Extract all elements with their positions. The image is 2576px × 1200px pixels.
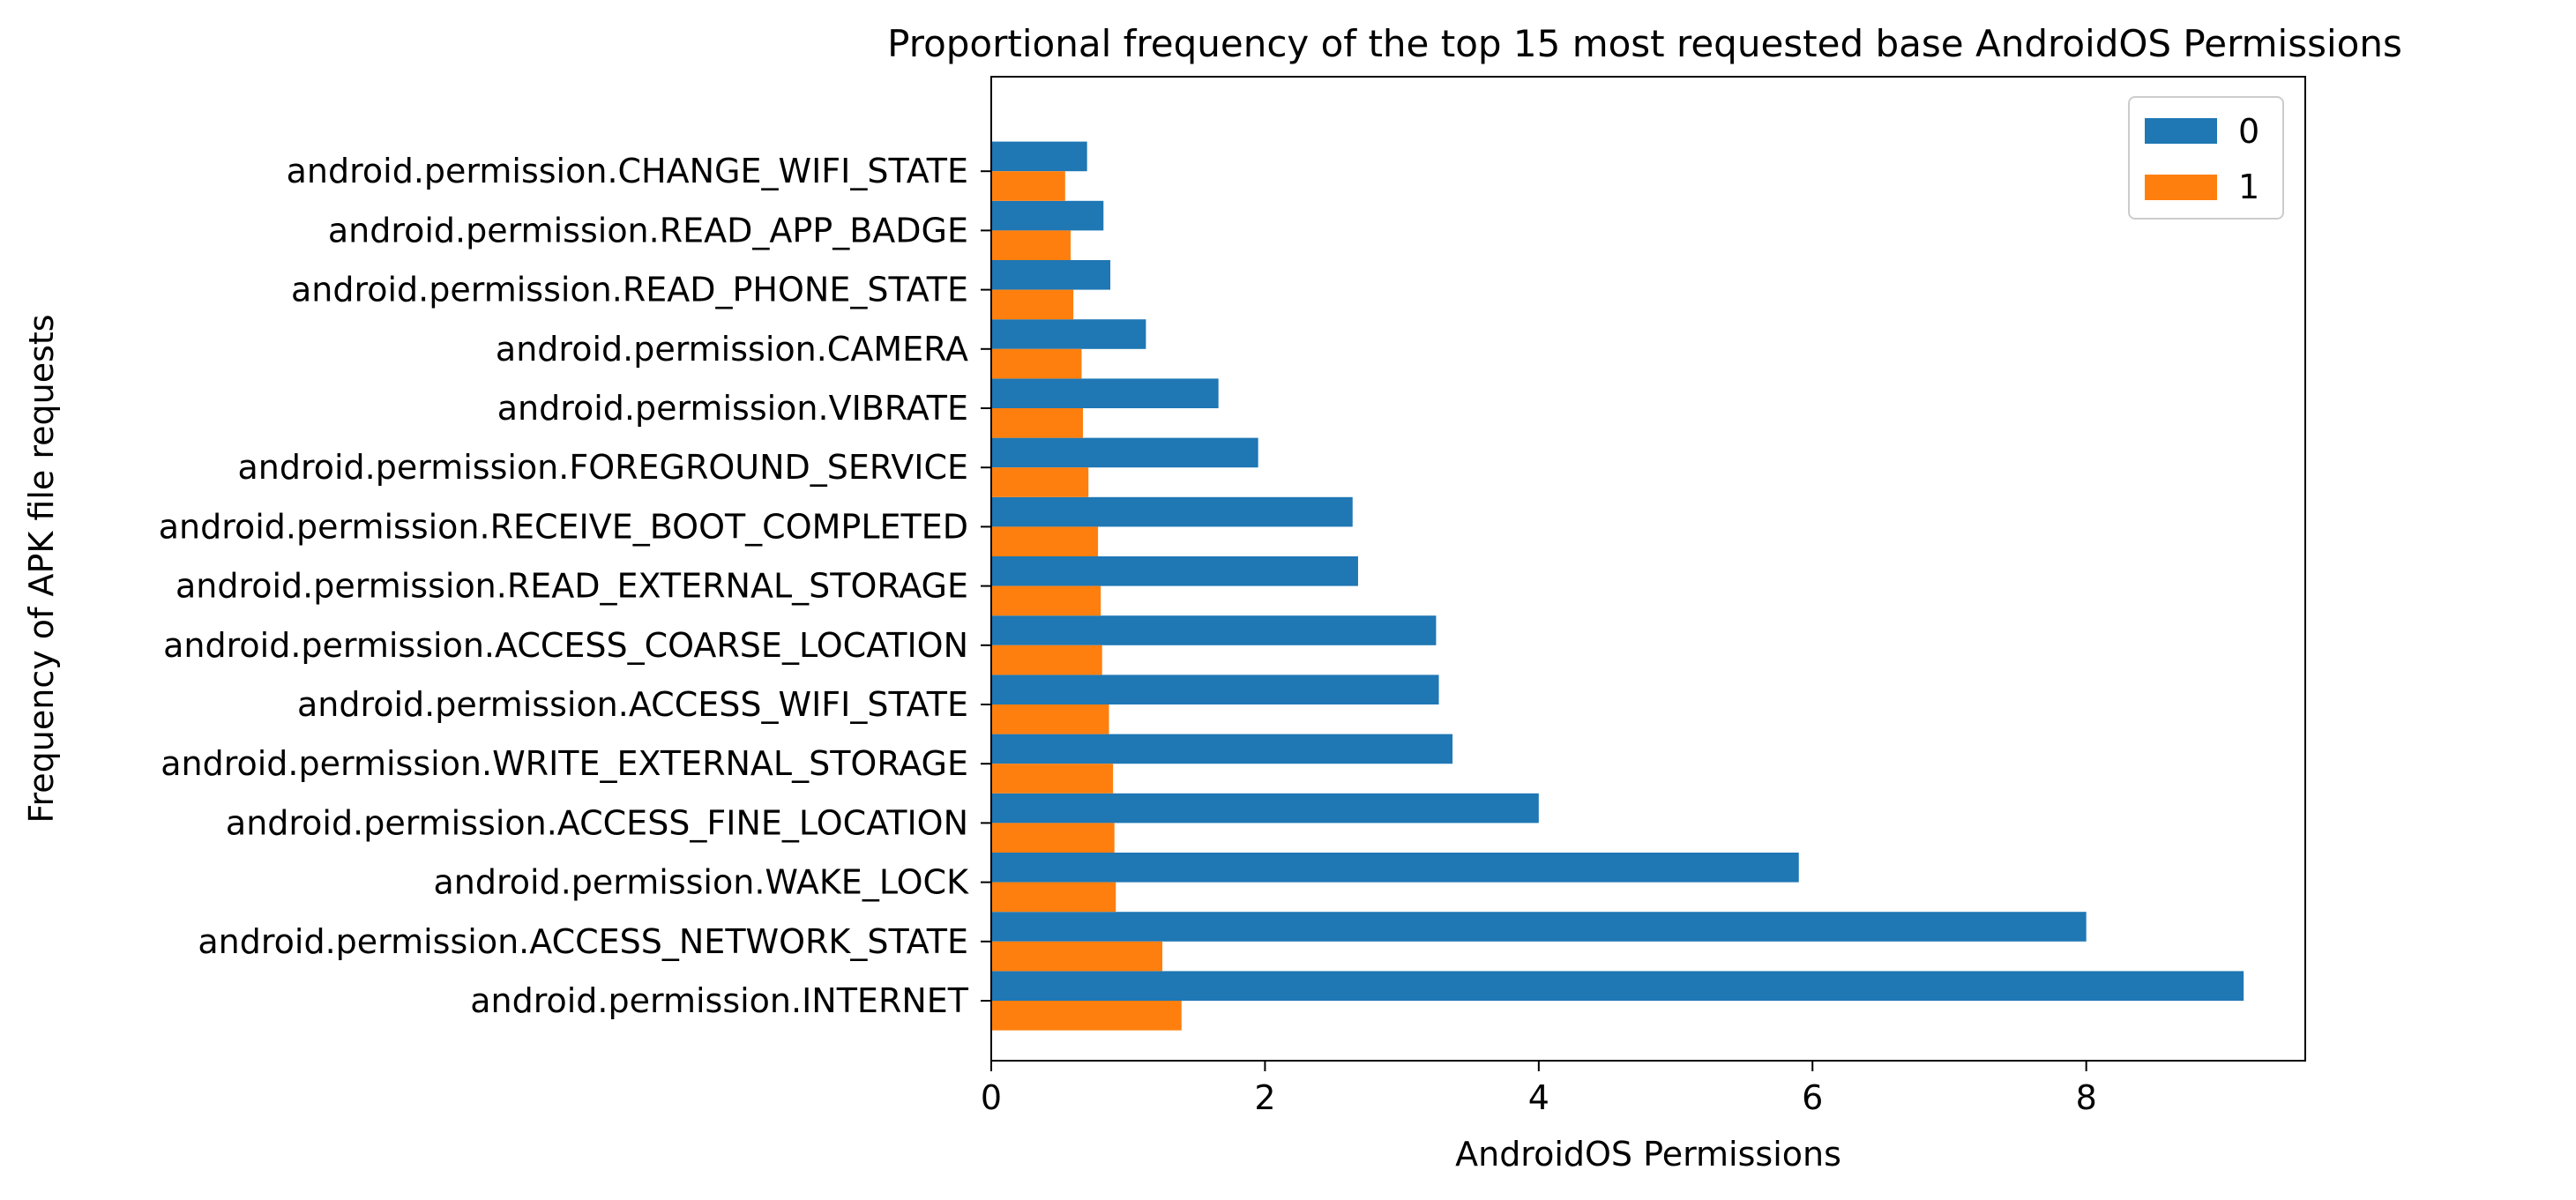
y-tick-label: android.permission.CHANGE_WIFI_STATE bbox=[287, 152, 968, 190]
bar-series-0-7 bbox=[991, 556, 1358, 586]
y-tick-label: android.permission.VIBRATE bbox=[497, 389, 968, 428]
bar-series-0-5 bbox=[991, 675, 1439, 704]
y-axis: android.permission.INTERNET android.permi… bbox=[159, 152, 991, 1020]
legend-swatch-series-0 bbox=[2145, 118, 2217, 144]
y-tick-label: android.permission.READ_APP_BADGE bbox=[328, 211, 968, 250]
x-tick-label: 4 bbox=[1528, 1078, 1549, 1117]
y-tick-label: android.permission.INTERNET bbox=[470, 981, 969, 1020]
x-tick-label: 6 bbox=[1802, 1078, 1823, 1117]
x-axis-title: AndroidOS Permissions bbox=[1455, 1135, 1841, 1174]
x-tick-label: 8 bbox=[2076, 1078, 2097, 1117]
bar-series-0-10 bbox=[991, 378, 1219, 408]
bar-series-1-9 bbox=[991, 467, 1089, 497]
bar-series-0-0 bbox=[991, 971, 2244, 1001]
bar-series-0-2 bbox=[991, 853, 1799, 883]
y-tick-label: android.permission.READ_EXTERNAL_STORAGE bbox=[175, 567, 968, 606]
bar-series-1-3 bbox=[991, 823, 1115, 853]
bar-series-0-8 bbox=[991, 496, 1353, 527]
y-tick-label: android.permission.ACCESS_FINE_LOCATION bbox=[226, 803, 968, 842]
legend-label-series-1: 1 bbox=[2238, 168, 2259, 206]
bar-series-1-5 bbox=[991, 704, 1109, 734]
y-tick-label: android.permission.RECEIVE_BOOT_COMPLETE… bbox=[159, 507, 968, 546]
bar-series-0-12 bbox=[991, 260, 1111, 290]
legend-frame bbox=[2128, 96, 2284, 220]
y-tick-label: android.permission.WRITE_EXTERNAL_STORAG… bbox=[161, 744, 968, 783]
bar-series-1-1 bbox=[991, 941, 1163, 972]
bar-series-1-6 bbox=[991, 645, 1102, 675]
y-axis-title: Frequency of APK file requests bbox=[22, 314, 61, 823]
bar-series-1-0 bbox=[991, 1001, 1182, 1031]
bar-series-0-9 bbox=[991, 437, 1258, 468]
y-tick-label: android.permission.CAMERA bbox=[496, 330, 968, 369]
y-tick-label: android.permission.ACCESS_WIFI_STATE bbox=[297, 685, 968, 724]
legend: 0 1 bbox=[2128, 96, 2284, 220]
y-tick-label: android.permission.ACCESS_NETWORK_STATE bbox=[198, 922, 968, 961]
bar-series-1-12 bbox=[991, 289, 1074, 320]
bar-series-1-13 bbox=[991, 230, 1071, 260]
y-tick-label: android.permission.READ_PHONE_STATE bbox=[291, 271, 968, 309]
bar-series-1-4 bbox=[991, 764, 1114, 794]
bar-series-1-11 bbox=[991, 348, 1082, 379]
bar-series-1-8 bbox=[991, 526, 1099, 556]
bar-series-0-1 bbox=[991, 912, 2087, 942]
plot-frame bbox=[990, 76, 2306, 1062]
legend-swatch-series-1 bbox=[2145, 175, 2217, 200]
y-tick-label: android.permission.WAKE_LOCK bbox=[434, 863, 970, 902]
bar-series-0-13 bbox=[991, 200, 1104, 231]
bar-series-1-14 bbox=[991, 171, 1065, 201]
x-axis: 0 2 4 6 8 bbox=[981, 1061, 2097, 1117]
x-tick-label: 2 bbox=[1254, 1078, 1275, 1117]
x-tick-label: 0 bbox=[981, 1078, 1002, 1117]
y-tick-label: android.permission.FOREGROUND_SERVICE bbox=[237, 448, 968, 487]
legend-label-series-0: 0 bbox=[2238, 112, 2259, 151]
y-tick-label: android.permission.ACCESS_COARSE_LOCATIO… bbox=[163, 626, 968, 665]
bar-series-1-7 bbox=[991, 585, 1101, 616]
bar-series-0-11 bbox=[991, 319, 1146, 349]
bar-series-0-6 bbox=[991, 615, 1437, 645]
bar-series-1-2 bbox=[991, 882, 1116, 913]
plot-area bbox=[990, 76, 2306, 1062]
bar-series-0-3 bbox=[991, 793, 1539, 824]
bar-series-0-4 bbox=[991, 734, 1453, 764]
chart-title: Proportional frequency of the top 15 mos… bbox=[887, 22, 2402, 65]
bar-series-0-14 bbox=[991, 141, 1087, 172]
bar-series-1-10 bbox=[991, 408, 1083, 438]
